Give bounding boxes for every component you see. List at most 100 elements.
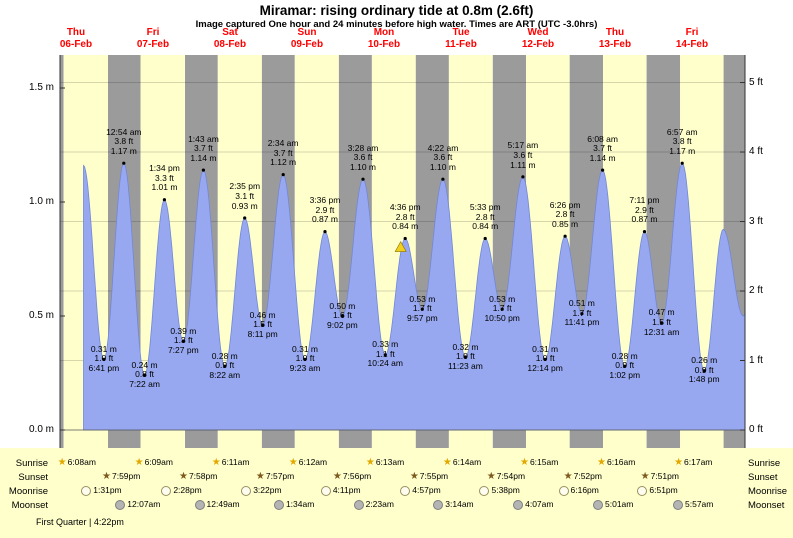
- sunset-entry: ★7:54pm: [487, 471, 525, 482]
- tide-high-label: 1:43 am 3.7 ft 1.14 m: [171, 133, 235, 164]
- tide-label-line: 0.46 m: [249, 309, 276, 320]
- y-axis-right-label: 3 ft: [749, 215, 763, 227]
- tide-low-label: 0.24 m 0.8 ft 7:22 am: [113, 359, 177, 390]
- tide-high-label: 7:11 pm 2.9 ft 0.87 m: [612, 196, 676, 225]
- tide-label-line: 12:31 am: [643, 326, 680, 337]
- tide-high-label: 4:22 am 3.6 ft 1.10 m: [411, 142, 475, 173]
- moonset-time: 5:57am: [685, 499, 714, 509]
- moonrise-time: 6:16pm: [570, 485, 599, 495]
- tide-label-line: 6:08 am: [587, 133, 618, 144]
- day-label: Sun 09-Feb: [269, 27, 345, 50]
- tide-label-line: 5:33 pm: [469, 201, 501, 212]
- sunrise-icon: ★: [365, 456, 375, 468]
- sunset-time: 7:57pm: [265, 471, 295, 481]
- tide-label-line: 1.11 m: [510, 159, 536, 170]
- sunrise-icon: ★: [674, 456, 684, 468]
- sunset-entry: ★7:55pm: [410, 471, 448, 482]
- tide-low-label: 0.28 m 0.9 ft 8:22 am: [193, 351, 257, 381]
- tide-label-line: 0.24 m: [131, 359, 158, 370]
- moonset-entry: 4:07am: [513, 499, 553, 510]
- sunrise-entry: ★6:13am: [366, 457, 404, 468]
- tide-low-label: 0.53 m 1.7 ft 9:57 pm: [390, 294, 454, 324]
- tide-low-label: 0.31 m 1.0 ft 6:41 pm: [72, 344, 136, 374]
- sunrise-time: 6:11am: [221, 457, 250, 467]
- tide-extreme-dot: [243, 216, 247, 220]
- tide-label-line: 0.9 ft: [694, 364, 714, 375]
- day-date: 07-Feb: [136, 38, 170, 50]
- tide-label-line: 1:43 am: [188, 133, 219, 144]
- tide-label-line: 1.0 ft: [94, 353, 114, 364]
- tide-label-line: 0.93 m: [231, 200, 258, 211]
- day-date: 11-Feb: [445, 38, 477, 50]
- tide-label-line: 3.7 ft: [593, 143, 613, 154]
- tide-label-line: 3.1 ft: [235, 191, 255, 202]
- tide-label-line: 11:23 am: [448, 360, 483, 371]
- moonrise-icon: [479, 485, 490, 496]
- tide-label-line: 2.8 ft: [555, 209, 575, 220]
- tide-label-line: 0.51 m: [568, 298, 595, 309]
- tide-label-line: 3:36 pm: [309, 195, 341, 206]
- tide-label-line: 0.84 m: [472, 221, 499, 232]
- tide-label-line: 11:41 pm: [564, 317, 600, 328]
- tide-label-line: 4:22 am: [427, 142, 459, 153]
- moonset-icon: [513, 499, 524, 510]
- tide-label-line: 8:22 am: [209, 369, 241, 380]
- tide-label-line: 1.7 ft: [412, 303, 432, 314]
- sunset-icon: ★: [178, 470, 188, 482]
- moonset-time: 4:07am: [525, 499, 554, 509]
- tide-label-line: 1:48 pm: [688, 374, 720, 385]
- moonset-entry: 12:07am: [115, 499, 160, 510]
- day-date: 13-Feb: [598, 38, 632, 50]
- moonrise-entry: 3:22pm: [241, 485, 282, 496]
- y-axis-right-label: 5 ft: [749, 76, 763, 88]
- moonrise-row-label-right: Moonrise: [748, 486, 788, 497]
- tide-label-line: 2:35 pm: [229, 181, 261, 192]
- sunset-entry: ★7:57pm: [256, 471, 294, 482]
- moonset-entry: 5:57am: [673, 499, 713, 510]
- tide-label-line: 5:17 am: [507, 140, 539, 151]
- moonrise-time: 2:28pm: [173, 485, 202, 495]
- day-of-week: Mon: [373, 27, 395, 38]
- day-of-week: Sat: [222, 27, 238, 38]
- sunrise-icon: ★: [597, 456, 606, 468]
- tide-extreme-dot: [420, 307, 424, 311]
- tide-label-line: 6:57 am: [666, 126, 698, 137]
- y-axis-right-label: 4 ft: [749, 146, 763, 158]
- tide-label-line: 0.31 m: [532, 343, 559, 354]
- day-date: 10-Feb: [367, 38, 401, 50]
- tide-label-line: 6:26 pm: [549, 199, 581, 210]
- tide-low-label: 0.46 m 1.5 ft 8:11 pm: [231, 309, 295, 340]
- tide-label-line: 7:11 pm: [629, 195, 660, 206]
- tide-high-label: 4:36 pm 2.8 ft 0.84 m: [373, 202, 437, 232]
- tide-label-line: 0.26 m: [691, 355, 718, 366]
- tide-low-label: 0.31 m 1.0 ft 9:23 am: [273, 344, 337, 374]
- tide-label-line: 1.5 ft: [253, 319, 273, 330]
- moonrise-entry: 1:31pm: [81, 485, 122, 496]
- night-band: [60, 55, 64, 448]
- moonrise-icon: [400, 485, 411, 496]
- tide-extreme-dot: [680, 161, 684, 165]
- sunrise-icon: ★: [519, 456, 529, 468]
- tide-label-line: 1.14 m: [190, 152, 217, 163]
- moonrise-entry: 2:28pm: [161, 485, 202, 496]
- moonrise-icon: [320, 485, 331, 496]
- sunrise-time: 6:14am: [452, 457, 482, 467]
- sunset-entry: ★7:58pm: [179, 471, 217, 482]
- tide-label-line: 3.8 ft: [672, 136, 692, 147]
- tide-label-line: 2.9 ft: [635, 204, 654, 215]
- tide-label-line: 0.32 m: [452, 341, 479, 352]
- moonset-icon: [433, 499, 444, 510]
- moonset-icon: [353, 499, 364, 510]
- sunrise-entry: ★6:17am: [674, 457, 712, 468]
- tide-label-line: 3.8 ft: [114, 136, 134, 147]
- sunset-time: 7:52pm: [573, 471, 602, 481]
- tide-label-line: 0.84 m: [392, 221, 419, 232]
- tide-extreme-dot: [702, 369, 706, 373]
- tide-label-line: 1.17 m: [669, 145, 696, 156]
- y-axis-right-label: 0 ft: [749, 424, 763, 435]
- day-date: 14-Feb: [675, 38, 709, 50]
- tide-label-line: 1.0 ft: [455, 351, 475, 362]
- tide-high-label: 1:34 pm 3.3 ft 1.01 m: [132, 164, 196, 193]
- tide-extreme-dot: [281, 173, 285, 177]
- tide-high-label: 3:36 pm 2.9 ft 0.87 m: [293, 196, 357, 225]
